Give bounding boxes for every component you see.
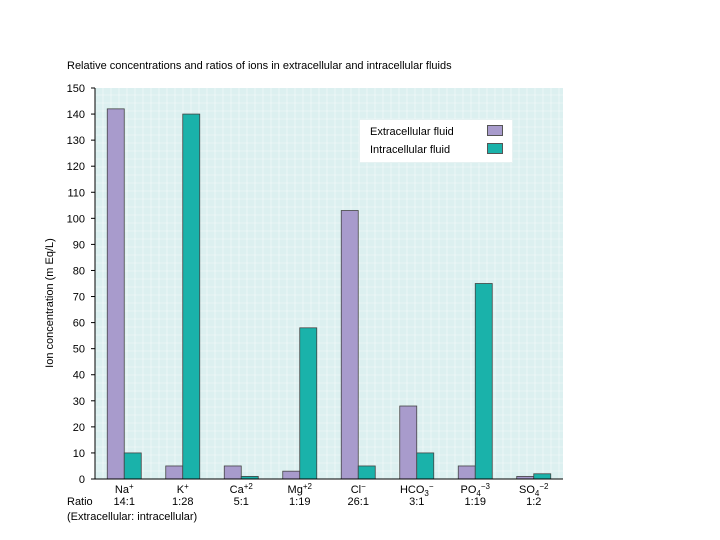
ratio-value: 1:28 xyxy=(172,496,194,508)
x-tick-label: SO4−2 xyxy=(519,482,549,498)
y-tick-label: 130 xyxy=(67,135,85,147)
y-tick-label: 40 xyxy=(73,370,85,382)
y-tick-label: 120 xyxy=(67,161,85,173)
ratio-value: 5:1 xyxy=(233,496,249,508)
y-tick-label: 140 xyxy=(67,109,85,121)
x-tick-label: Ca+2 xyxy=(230,482,254,496)
y-tick-label: 10 xyxy=(73,448,85,460)
legend: Extracellular fluid Intracellular fluid xyxy=(360,120,512,162)
chart-title: Relative concentrations and ratios of io… xyxy=(67,60,452,72)
bar-intracellular-3 xyxy=(299,327,318,480)
ratio-value: 14:1 xyxy=(113,496,135,508)
y-tick-label: 0 xyxy=(79,474,85,486)
y-tick-label: 60 xyxy=(73,318,85,330)
bar-extracellular-4 xyxy=(340,210,359,480)
bar-intracellular-7 xyxy=(533,473,552,480)
y-tick-label: 150 xyxy=(67,83,85,95)
ratio-value: 1:2 xyxy=(526,496,542,508)
ratio-note: (Extracellular: intracellular) xyxy=(67,511,198,523)
bar-intracellular-4 xyxy=(357,465,376,480)
y-tick-label: 50 xyxy=(73,344,85,356)
bar-intracellular-1 xyxy=(182,113,201,480)
y-tick-label: 20 xyxy=(73,422,85,434)
x-tick-label: HCO3− xyxy=(400,482,434,498)
x-tick-label: Cl− xyxy=(351,482,366,496)
ratio-value: 3:1 xyxy=(409,496,425,508)
ratio-value: 26:1 xyxy=(347,496,369,508)
y-tick-label: 70 xyxy=(73,292,85,304)
y-axis-label: Ion concentration (m Eq/L) xyxy=(44,238,56,368)
y-tick-label: 100 xyxy=(67,213,85,225)
bar-extracellular-0 xyxy=(106,108,125,480)
bar-intracellular-5 xyxy=(416,452,435,480)
bar-intracellular-6 xyxy=(474,283,493,480)
y-tick-label: 30 xyxy=(73,396,85,408)
bar-extracellular-2 xyxy=(223,465,242,480)
x-tick-label: Mg+2 xyxy=(288,482,313,496)
legend-label-extracellular: Extracellular fluid xyxy=(370,126,454,138)
bar-extracellular-5 xyxy=(399,405,418,480)
bar-extracellular-1 xyxy=(165,465,184,480)
x-tick-label: Na+ xyxy=(115,482,134,496)
ratio-value: 1:19 xyxy=(289,496,311,508)
bar-intracellular-0 xyxy=(123,452,142,480)
ratio-row-label: Ratio xyxy=(67,496,93,508)
y-tick-label: 110 xyxy=(67,187,85,199)
ratio-value: 1:19 xyxy=(464,496,486,508)
bar-extracellular-3 xyxy=(282,470,301,480)
legend-swatch-extracellular xyxy=(487,125,503,136)
legend-label-intracellular: Intracellular fluid xyxy=(370,144,451,156)
y-tick-label: 80 xyxy=(73,265,85,277)
x-tick-label: PO4−3 xyxy=(461,482,491,498)
y-tick-label: 90 xyxy=(73,239,85,251)
legend-swatch-intracellular xyxy=(487,143,503,154)
x-tick-label: K+ xyxy=(177,482,189,496)
bar-extracellular-6 xyxy=(457,465,476,480)
